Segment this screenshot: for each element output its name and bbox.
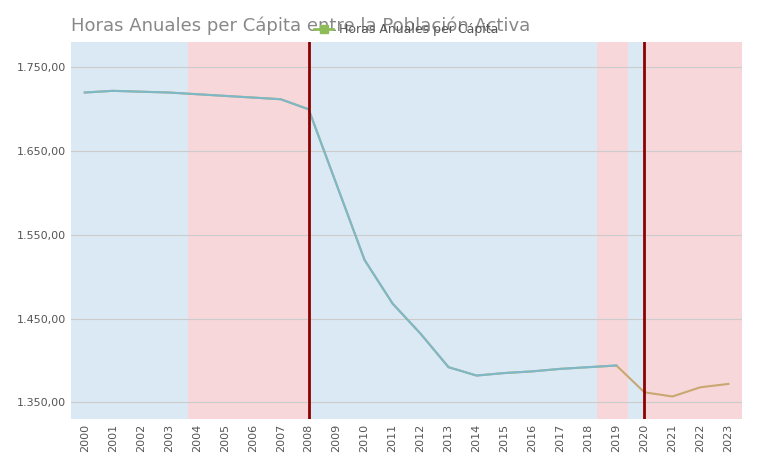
Bar [628,42,644,419]
Bar [309,42,597,419]
Bar [597,42,628,419]
Bar [188,42,309,419]
Text: Horas Anuales per Cápita entre la Población Activa: Horas Anuales per Cápita entre la Poblac… [71,17,530,35]
Bar [644,42,742,419]
Bar [71,42,188,419]
Legend: Horas Anuales per Cápita: Horas Anuales per Cápita [310,18,504,41]
